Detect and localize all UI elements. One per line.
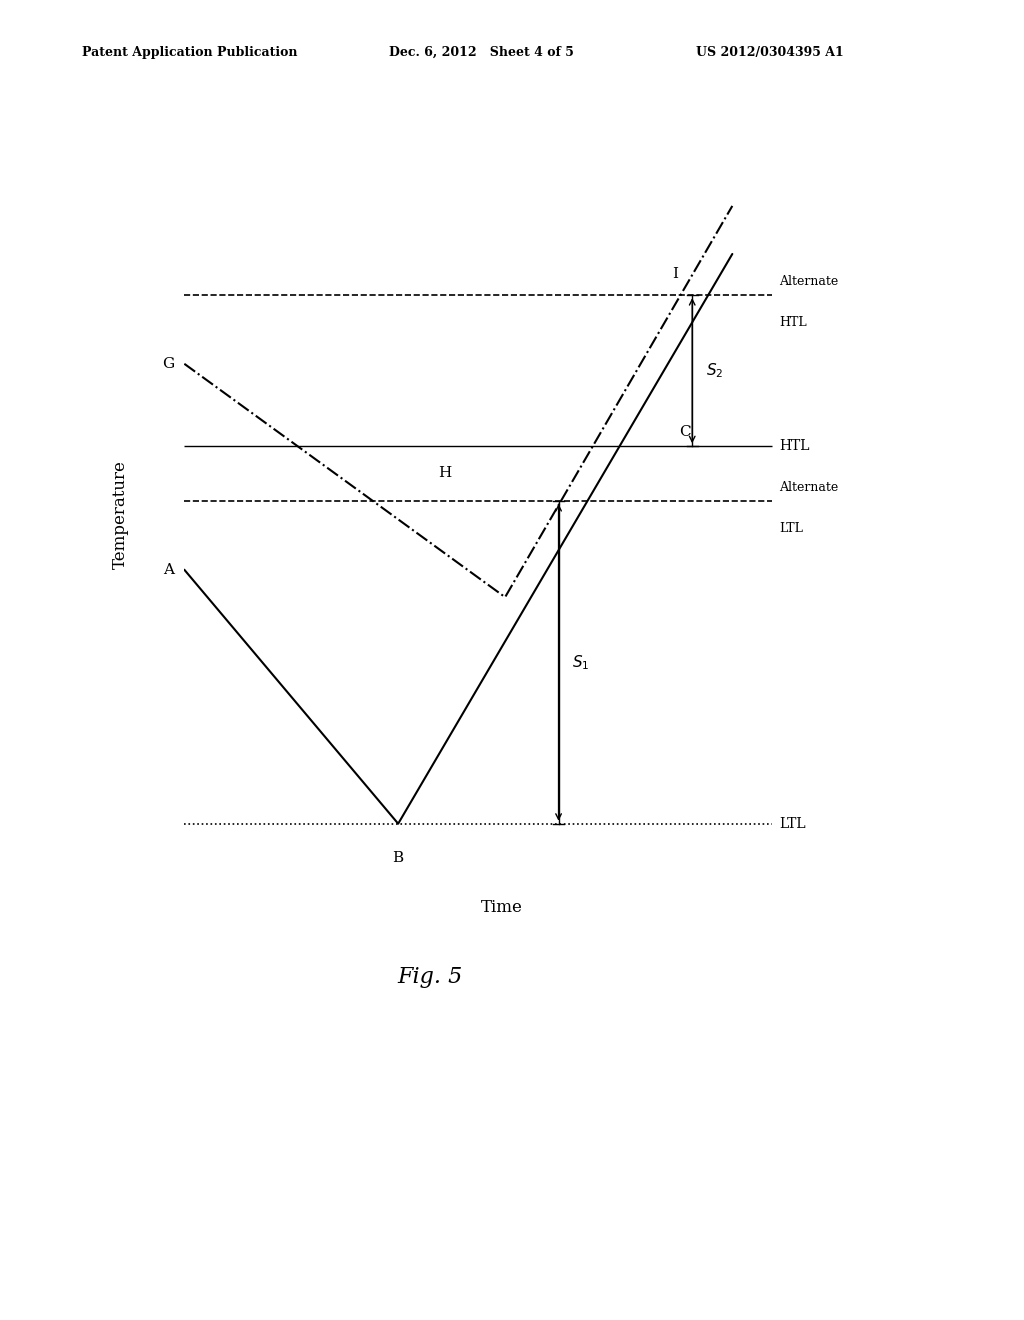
Text: G: G <box>162 356 174 371</box>
Text: Patent Application Publication: Patent Application Publication <box>82 46 297 59</box>
Text: Dec. 6, 2012   Sheet 4 of 5: Dec. 6, 2012 Sheet 4 of 5 <box>389 46 574 59</box>
Text: Time: Time <box>481 899 522 916</box>
Text: HTL: HTL <box>779 315 807 329</box>
Text: Temperature: Temperature <box>113 461 129 569</box>
Text: $S_2$: $S_2$ <box>706 362 723 380</box>
Text: A: A <box>163 562 174 577</box>
Text: Fig. 5: Fig. 5 <box>397 966 463 987</box>
Text: C: C <box>679 425 690 440</box>
Text: I: I <box>672 268 678 281</box>
Text: US 2012/0304395 A1: US 2012/0304395 A1 <box>696 46 844 59</box>
Text: HTL: HTL <box>779 440 810 453</box>
Text: LTL: LTL <box>779 521 803 535</box>
Text: H: H <box>438 466 452 480</box>
Text: Alternate: Alternate <box>779 482 839 494</box>
Text: $S_1$: $S_1$ <box>572 653 590 672</box>
Text: B: B <box>392 851 403 865</box>
Text: Alternate: Alternate <box>779 276 839 288</box>
Text: LTL: LTL <box>779 817 806 830</box>
